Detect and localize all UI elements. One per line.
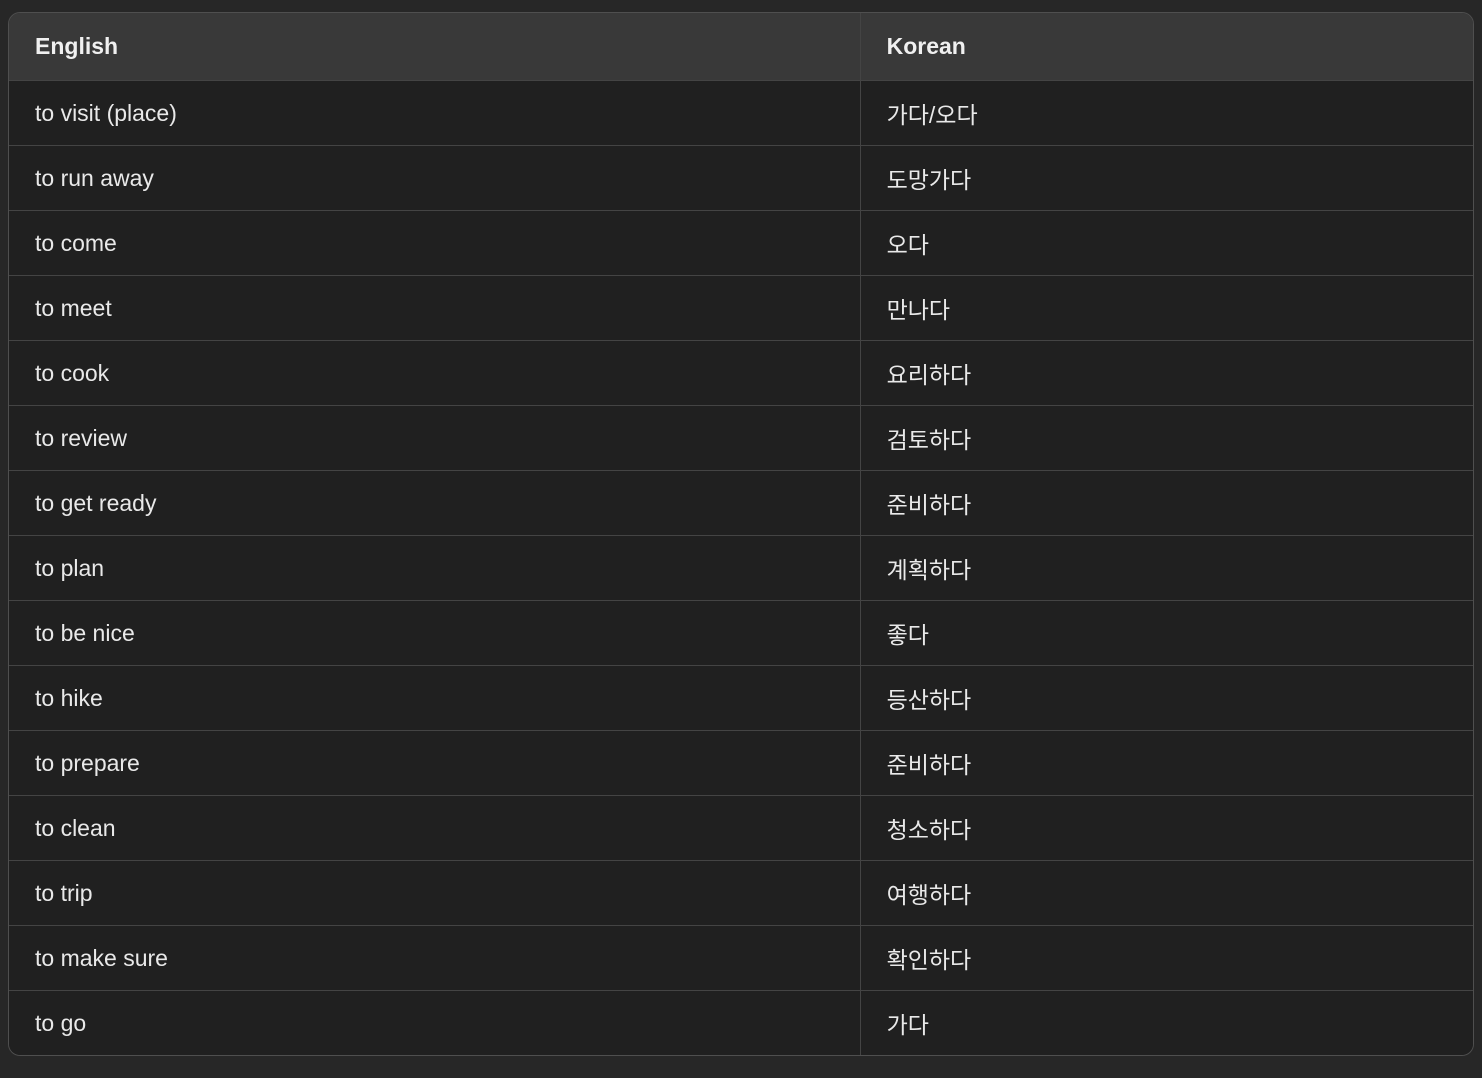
- table-row: to run away 도망가다: [9, 145, 1473, 210]
- korean-cell: 좋다: [859, 600, 1473, 665]
- korean-cell: 준비하다: [859, 730, 1473, 795]
- table-row: to cook 요리하다: [9, 340, 1473, 405]
- english-cell: to be nice: [9, 600, 860, 665]
- english-cell: to hike: [9, 665, 860, 730]
- english-cell: to prepare: [9, 730, 860, 795]
- korean-cell: 확인하다: [859, 925, 1473, 990]
- english-cell: to cook: [9, 340, 860, 405]
- english-cell: to get ready: [9, 470, 860, 535]
- english-cell: to visit (place): [9, 80, 860, 145]
- table-body: to visit (place) 가다/오다 to run away 도망가다 …: [9, 80, 1473, 1055]
- table-row: to visit (place) 가다/오다: [9, 80, 1473, 145]
- english-cell: to plan: [9, 535, 860, 600]
- table-row: to prepare 준비하다: [9, 730, 1473, 795]
- korean-cell: 검토하다: [859, 405, 1473, 470]
- english-cell: to clean: [9, 795, 860, 860]
- korean-cell: 가다/오다: [859, 80, 1473, 145]
- korean-cell: 만나다: [859, 275, 1473, 340]
- english-cell: to trip: [9, 860, 860, 925]
- table-row: to trip 여행하다: [9, 860, 1473, 925]
- column-header-english: English: [9, 13, 860, 80]
- korean-cell: 준비하다: [859, 470, 1473, 535]
- korean-cell: 청소하다: [859, 795, 1473, 860]
- korean-cell: 도망가다: [859, 145, 1473, 210]
- table-row: to make sure 확인하다: [9, 925, 1473, 990]
- table-row: to meet 만나다: [9, 275, 1473, 340]
- table-row: to plan 계획하다: [9, 535, 1473, 600]
- table-row: to review 검토하다: [9, 405, 1473, 470]
- table-row: to get ready 준비하다: [9, 470, 1473, 535]
- korean-cell: 여행하다: [859, 860, 1473, 925]
- table-row: to be nice 좋다: [9, 600, 1473, 665]
- table-row: to come 오다: [9, 210, 1473, 275]
- korean-cell: 등산하다: [859, 665, 1473, 730]
- korean-cell: 가다: [859, 990, 1473, 1055]
- english-cell: to make sure: [9, 925, 860, 990]
- header-row: English Korean: [9, 13, 1473, 80]
- vocabulary-table: English Korean to visit (place) 가다/오다 to…: [8, 12, 1474, 1056]
- table-header: English Korean: [9, 13, 1473, 80]
- english-cell: to come: [9, 210, 860, 275]
- english-cell: to go: [9, 990, 860, 1055]
- english-cell: to review: [9, 405, 860, 470]
- english-cell: to run away: [9, 145, 860, 210]
- table-row: to go 가다: [9, 990, 1473, 1055]
- korean-cell: 계획하다: [859, 535, 1473, 600]
- table-row: to hike 등산하다: [9, 665, 1473, 730]
- column-header-korean: Korean: [859, 13, 1473, 80]
- table-row: to clean 청소하다: [9, 795, 1473, 860]
- korean-cell: 요리하다: [859, 340, 1473, 405]
- english-cell: to meet: [9, 275, 860, 340]
- korean-cell: 오다: [859, 210, 1473, 275]
